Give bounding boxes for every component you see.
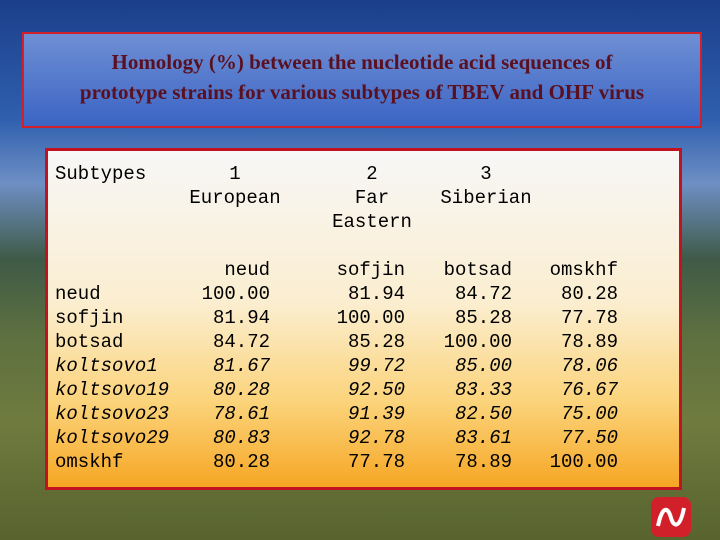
group-name: European	[189, 187, 281, 209]
value-cell: 78.89	[560, 331, 618, 353]
group-name: Far	[354, 187, 390, 209]
strain-header: omskhf	[549, 259, 618, 281]
value-cell: 100.00	[443, 331, 512, 353]
value-cell: 85.28	[347, 331, 405, 353]
value-cell: 80.83	[212, 427, 270, 449]
title-box: Homology (%) between the nucleotide acid…	[22, 32, 702, 128]
value-cell: 83.61	[454, 427, 512, 449]
strain-header: neud	[224, 259, 270, 281]
logo	[651, 497, 691, 537]
value-cell: 81.94	[347, 283, 405, 305]
table-box	[45, 148, 682, 490]
corner-header: Subtypes	[55, 163, 147, 185]
value-cell: 83.33	[454, 379, 512, 401]
row-name: sofjin	[55, 307, 124, 329]
value-cell: 77.78	[560, 307, 618, 329]
value-cell: 92.50	[347, 379, 405, 401]
value-cell: 81.67	[212, 355, 270, 377]
value-cell: 81.94	[212, 307, 270, 329]
value-cell: 80.28	[212, 451, 270, 473]
row-name: botsad	[55, 331, 124, 353]
row-name: koltsovo23	[55, 403, 170, 425]
strain-header: sofjin	[336, 259, 405, 281]
value-cell: 92.78	[347, 427, 405, 449]
value-cell: 99.72	[347, 355, 405, 377]
value-cell: 77.78	[347, 451, 405, 473]
value-cell: 80.28	[212, 379, 270, 401]
value-cell: 85.00	[454, 355, 512, 377]
value-cell: 76.67	[560, 379, 618, 401]
title-line: Homology (%) between the nucleotide acid…	[111, 50, 613, 74]
group-number: 1	[229, 163, 241, 185]
value-cell: 100.00	[201, 283, 270, 305]
title-line: prototype strains for various subtypes o…	[79, 80, 645, 104]
value-cell: 78.89	[454, 451, 512, 473]
row-name: neud	[55, 283, 101, 305]
value-cell: 82.50	[454, 403, 512, 425]
row-name: koltsovo29	[55, 427, 170, 449]
strain-header: botsad	[443, 259, 512, 281]
value-cell: 91.39	[347, 403, 405, 425]
group-number: 3	[480, 163, 492, 185]
group-name: Siberian	[440, 187, 532, 209]
value-cell: 100.00	[549, 451, 618, 473]
value-cell: 77.50	[560, 427, 618, 449]
value-cell: 84.72	[212, 331, 270, 353]
value-cell: 75.00	[560, 403, 618, 425]
group-number: 2	[366, 163, 378, 185]
value-cell: 100.00	[336, 307, 405, 329]
value-cell: 85.28	[454, 307, 512, 329]
group-name: Eastern	[332, 211, 412, 233]
value-cell: 80.28	[560, 283, 618, 305]
value-cell: 84.72	[454, 283, 512, 305]
value-cell: 78.61	[212, 403, 270, 425]
row-name: koltsovo1	[55, 355, 158, 377]
row-name: koltsovo19	[55, 379, 170, 401]
value-cell: 78.06	[560, 355, 618, 377]
row-name: omskhf	[55, 451, 124, 473]
